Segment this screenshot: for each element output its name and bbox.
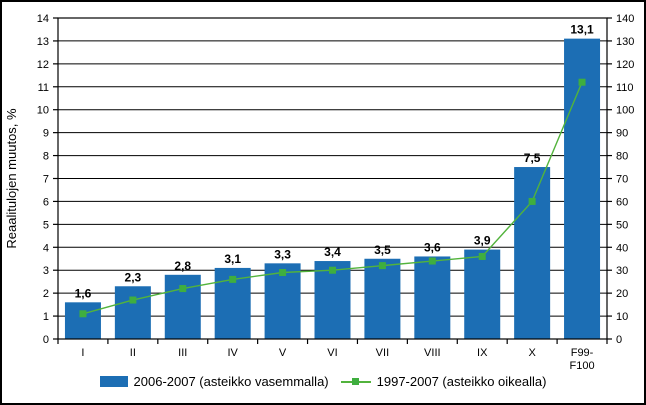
left-tick-label: 11 — [38, 82, 49, 94]
bar — [564, 38, 601, 340]
right-tick-label: 130 — [616, 36, 634, 48]
line-marker — [79, 310, 87, 318]
bar — [314, 261, 351, 339]
legend: 2006-2007 (asteikko vasemmalla) 1997-200… — [2, 374, 644, 389]
legend-item-bar-series: 2006-2007 (asteikko vasemmalla) — [99, 374, 329, 389]
left-tick-label: 2 — [43, 288, 49, 300]
x-category-label: II — [130, 347, 136, 359]
left-tick-label: 8 — [43, 151, 49, 163]
x-category-label: IV — [227, 347, 238, 359]
x-category-label: VIII — [424, 347, 441, 359]
y-axis-title: Reaalitulojen muutos, % — [4, 108, 19, 249]
bar — [414, 256, 451, 339]
bar-value-label: 7,5 — [524, 151, 541, 165]
bar-value-label: 3,9 — [474, 234, 491, 248]
right-tick-label: 30 — [616, 265, 628, 277]
right-tick-label: 120 — [616, 59, 634, 71]
right-tick-label: 20 — [616, 288, 628, 300]
right-tick-label: 80 — [616, 151, 628, 163]
right-tick-label: 140 — [616, 13, 634, 25]
line-marker — [528, 197, 536, 205]
bar-value-label: 3,4 — [324, 245, 341, 259]
right-tick-label: 60 — [616, 196, 628, 208]
bar-value-label: 3,5 — [374, 243, 391, 257]
right-tick-label: 10 — [616, 311, 628, 323]
bar-value-label: 3,1 — [224, 252, 241, 266]
left-tick-label: 9 — [43, 128, 49, 140]
left-tick-label: 12 — [37, 59, 49, 71]
line-series-marker-icon — [340, 378, 371, 385]
bar — [364, 258, 401, 339]
left-tick-label: 10 — [37, 105, 49, 117]
right-tick-label: 0 — [616, 334, 622, 346]
line-marker — [129, 296, 137, 304]
line-marker — [179, 285, 187, 293]
right-tick-label: 110 — [616, 82, 634, 94]
x-category-label: X — [528, 347, 536, 359]
right-tick-label: 50 — [616, 219, 628, 231]
x-category-label: F99-F100 — [570, 347, 595, 372]
x-category-label: VI — [327, 347, 337, 359]
line-marker — [578, 78, 586, 86]
line-marker — [378, 262, 386, 270]
legend-label-line-series: 1997-2007 (asteikko oikealla) — [376, 374, 547, 389]
bar-series-swatch-icon — [99, 376, 128, 387]
left-tick-label: 5 — [43, 219, 49, 231]
line-series-square — [351, 378, 359, 385]
right-tick-label: 40 — [616, 242, 628, 254]
bar-value-label: 1,6 — [75, 286, 92, 300]
left-tick-label: 7 — [43, 174, 49, 186]
line-marker — [229, 275, 237, 283]
bar-value-label: 13,1 — [570, 23, 594, 37]
line-marker — [478, 252, 486, 260]
x-category-label: VII — [376, 347, 389, 359]
x-category-label: III — [178, 347, 187, 359]
bar — [64, 302, 101, 339]
left-tick-label: 13 — [37, 36, 49, 48]
right-tick-label: 70 — [616, 174, 628, 186]
legend-label-bar-series: 2006-2007 (asteikko vasemmalla) — [133, 374, 329, 389]
line-marker — [428, 257, 436, 265]
right-tick-label: 100 — [616, 105, 634, 117]
line-marker — [279, 269, 287, 277]
left-tick-label: 6 — [43, 196, 49, 208]
bar-value-label: 3,3 — [274, 247, 291, 261]
x-category-label: I — [81, 347, 84, 359]
bar — [164, 274, 201, 339]
bar-value-label: 2,8 — [174, 259, 191, 273]
left-tick-label: 1 — [43, 311, 49, 323]
left-tick-label: 3 — [43, 265, 49, 277]
x-category-label: V — [279, 347, 287, 359]
bar — [464, 249, 501, 339]
left-tick-label: 14 — [37, 13, 49, 25]
left-tick-label: 0 — [43, 334, 49, 346]
bar-value-label: 3,6 — [424, 240, 441, 254]
right-tick-label: 90 — [616, 128, 628, 140]
legend-item-line-series: 1997-2007 (asteikko oikealla) — [340, 374, 547, 389]
x-category-label: IX — [477, 347, 488, 359]
line-marker — [329, 266, 336, 274]
bar — [514, 167, 551, 339]
bar — [114, 286, 151, 339]
left-tick-label: 4 — [43, 242, 49, 254]
bar-value-label: 2,3 — [125, 270, 142, 284]
